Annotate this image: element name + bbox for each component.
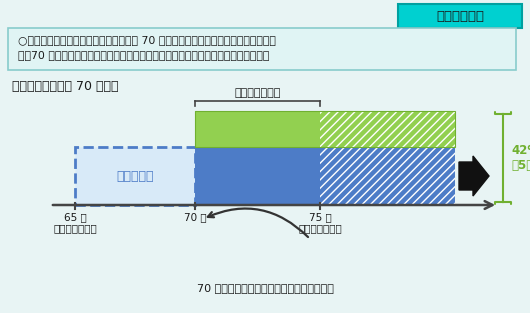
Text: 一括して支払い: 一括して支払い bbox=[234, 88, 281, 98]
Text: 【現行制度】: 【現行制度】 bbox=[436, 9, 484, 23]
Text: 42%増額
（5年待機分）: 42%増額 （5年待機分） bbox=[511, 144, 530, 172]
Text: 75 歳
（繰下げ申出）: 75 歳 （繰下げ申出） bbox=[298, 212, 342, 233]
Text: 繰下げ待機: 繰下げ待機 bbox=[116, 170, 154, 182]
FancyBboxPatch shape bbox=[75, 147, 195, 205]
Bar bbox=[195, 147, 320, 205]
Text: 70 歳時点で繰下げ申出があったものとして加算額の計算及び支給が行われる。: 70 歳時点で繰下げ申出があったものとして加算額の計算及び支給が行われる。 bbox=[18, 50, 269, 60]
FancyBboxPatch shape bbox=[398, 4, 522, 28]
Bar bbox=[320, 111, 455, 147]
Text: ＜現行（上限年齢 70 歳）＞: ＜現行（上限年齢 70 歳）＞ bbox=[12, 80, 119, 93]
FancyBboxPatch shape bbox=[8, 28, 516, 70]
Bar bbox=[320, 147, 455, 205]
Bar bbox=[195, 111, 455, 147]
Text: ○　現行制度上、繰下げ上限年齢である 70 歳到達以降に繰下げ申出を行った場合、: ○ 現行制度上、繰下げ上限年齢である 70 歳到達以降に繰下げ申出を行った場合、 bbox=[18, 35, 276, 45]
Bar bbox=[320, 147, 455, 205]
Text: 70 歳: 70 歳 bbox=[184, 212, 206, 222]
Bar bbox=[320, 111, 455, 147]
Text: 65 歳
（受給権発生）: 65 歳 （受給権発生） bbox=[53, 212, 97, 233]
FancyArrow shape bbox=[459, 156, 489, 196]
Bar bbox=[195, 111, 320, 147]
Text: 70 歳時点で繰下げ申出があったものとする: 70 歳時点で繰下げ申出があったものとする bbox=[197, 283, 333, 293]
